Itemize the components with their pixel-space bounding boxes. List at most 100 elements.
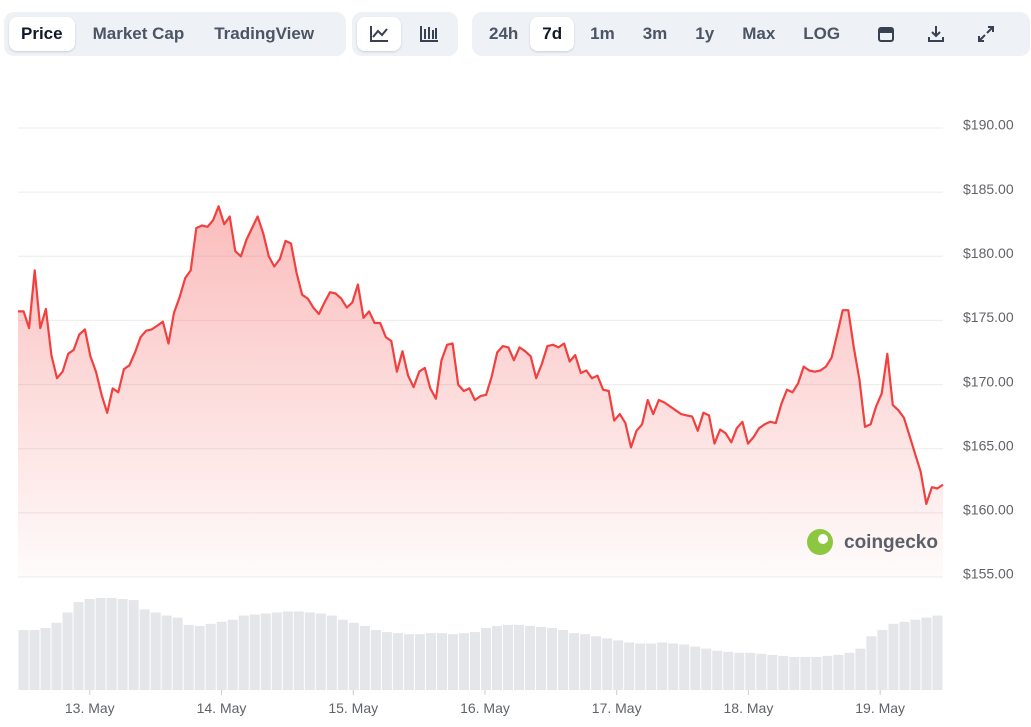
- volume-bar: [271, 612, 282, 690]
- volume-bar: [447, 634, 458, 690]
- volume-bar: [745, 652, 756, 690]
- volume-bar: [932, 615, 943, 690]
- watermark-logo-eye: [818, 534, 828, 544]
- volume-bar: [877, 630, 888, 690]
- volume-bar: [40, 627, 51, 690]
- y-tick-label: $170.00: [963, 373, 1014, 389]
- volume-bar: [370, 630, 381, 690]
- volume-bar: [425, 633, 436, 690]
- view-tab[interactable]: TradingView: [214, 24, 315, 43]
- volume-bar: [18, 630, 29, 690]
- volume-bar: [778, 655, 789, 690]
- range-tab[interactable]: 1y: [695, 24, 715, 43]
- fullscreen-button[interactable]: [964, 17, 1008, 51]
- volume-bar: [910, 619, 921, 690]
- watermark-text: coingecko: [844, 532, 938, 553]
- range-tab[interactable]: 24h: [489, 24, 519, 43]
- volume-bar: [569, 633, 580, 690]
- y-tick-label: $165.00: [963, 437, 1014, 453]
- volume-bar: [194, 625, 205, 690]
- range-tab[interactable]: Max: [742, 24, 776, 43]
- volume-bar: [414, 634, 425, 690]
- line-chart-button[interactable]: [357, 17, 401, 51]
- volume-bar: [216, 621, 227, 690]
- volume-bar: [690, 646, 701, 690]
- volume-bar: [811, 656, 822, 690]
- x-tick-label: 18. May: [724, 700, 774, 716]
- view-tab[interactable]: Market Cap: [92, 24, 185, 43]
- volume-bar: [139, 609, 150, 690]
- volume-bar: [833, 654, 844, 690]
- volume-bar: [624, 642, 635, 690]
- volume-bar: [646, 643, 657, 690]
- volume-bar: [172, 617, 183, 690]
- volume-bar: [381, 632, 392, 690]
- range-tab[interactable]: 1m: [590, 24, 615, 43]
- volume-bar: [492, 625, 503, 690]
- volume-bar: [855, 648, 866, 690]
- volume-bar: [282, 611, 293, 690]
- y-tick-label: $175.00: [963, 309, 1014, 325]
- volume-bar: [436, 633, 447, 690]
- volume-bar: [337, 619, 348, 690]
- y-tick-label: $190.00: [963, 117, 1014, 133]
- volume-bar: [150, 612, 161, 690]
- volume-bar: [503, 624, 514, 690]
- volume-bar: [558, 630, 569, 690]
- x-tick-label: 17. May: [592, 700, 642, 716]
- volume-bar: [767, 654, 778, 690]
- volume-bar: [822, 655, 833, 690]
- volume-bar: [657, 642, 668, 690]
- log-toggle[interactable]: LOG: [803, 24, 841, 43]
- watermark: coingecko: [807, 529, 938, 555]
- calendar-button[interactable]: [864, 17, 908, 51]
- volume-bar: [161, 615, 172, 690]
- volume-bar: [51, 622, 62, 690]
- download-button[interactable]: [914, 17, 958, 51]
- y-tick-label: $185.00: [963, 181, 1014, 197]
- calendar-icon: [878, 27, 895, 42]
- fullscreen-icon: [978, 26, 995, 42]
- y-tick-label: $180.00: [963, 245, 1014, 261]
- volume-bar: [844, 652, 855, 690]
- volume-bar: [260, 613, 271, 690]
- volume-bar: [458, 633, 469, 690]
- volume-bar: [227, 619, 238, 690]
- volume-bar: [525, 625, 536, 690]
- volume-bar: [580, 634, 591, 690]
- volume-bar: [701, 648, 712, 690]
- volume-bar: [756, 653, 767, 690]
- x-tick-label: 19. May: [855, 700, 905, 716]
- volume-bar: [613, 640, 624, 690]
- volume-bar: [62, 612, 73, 690]
- volume-bar: [536, 626, 547, 690]
- price-line: [18, 205, 944, 505]
- volume-bar: [888, 623, 899, 690]
- volume-bar: [403, 634, 414, 690]
- volume-bar: [514, 624, 525, 690]
- volume-bar: [866, 636, 877, 690]
- view-tab[interactable]: Price: [9, 17, 75, 51]
- range-tab[interactable]: 3m: [642, 24, 668, 43]
- volume-bar: [117, 599, 128, 690]
- volume-bar: [734, 652, 745, 690]
- chart-type-tabs: [352, 12, 458, 56]
- volume-bar: [84, 599, 95, 690]
- candle-icon: [420, 26, 438, 42]
- range-tabs: 24h 7d 1m 3m 1y Max LOG: [472, 12, 1030, 56]
- price-area: [18, 206, 943, 578]
- volume-bar: [899, 621, 910, 690]
- volume-bar: [29, 630, 40, 690]
- volume-bar: [359, 625, 370, 690]
- volume-bar: [392, 633, 403, 690]
- volume-bar: [547, 627, 558, 690]
- y-tick-label: $160.00: [963, 502, 1014, 518]
- volume-bar: [249, 614, 260, 690]
- range-tab[interactable]: 7d: [530, 17, 575, 51]
- volume-bar: [723, 651, 734, 690]
- volume-bar: [73, 602, 84, 690]
- volume-bar: [481, 627, 492, 690]
- candle-chart-button[interactable]: [407, 17, 451, 51]
